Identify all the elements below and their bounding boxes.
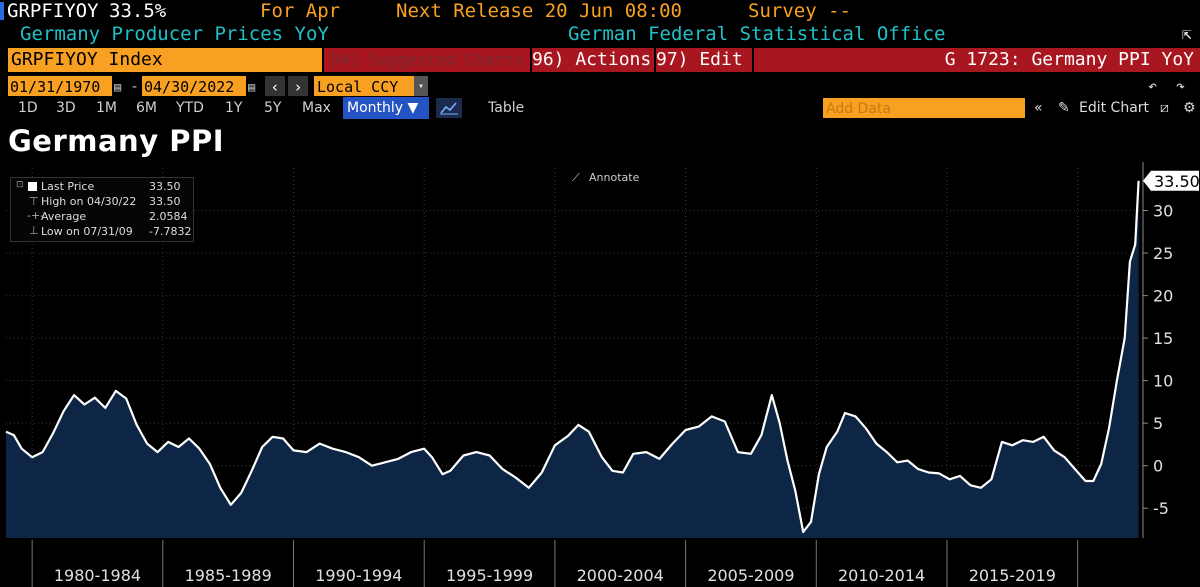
data-source: German Federal Statistical Office <box>568 23 946 45</box>
timeframe-3d[interactable]: 3D <box>56 100 76 116</box>
y-tick-label: 20 <box>1153 287 1173 306</box>
y-tick-label: 5 <box>1153 414 1163 433</box>
x-tick-label: 1985-1989 <box>185 566 272 585</box>
end-date-field[interactable]: 04/30/2022 <box>142 76 246 96</box>
suggested-charts-button[interactable]: 94) Suggested Charts <box>324 48 530 72</box>
start-date-field[interactable]: 01/31/1970 <box>8 76 112 96</box>
survey-label: Survey -- <box>748 0 851 22</box>
security-field[interactable]: GRPFIYOY Index <box>8 48 322 72</box>
popout-icon[interactable]: ⇱ <box>1182 24 1192 43</box>
pencil-icon[interactable]: ✎ <box>1058 100 1070 116</box>
x-tick-label: 1980-1984 <box>54 566 141 585</box>
timeframe-max[interactable]: Max <box>302 100 331 116</box>
y-tick-label: 0 <box>1153 457 1163 476</box>
x-tick-label: 2015-2019 <box>969 566 1056 585</box>
period-label: For Apr <box>260 0 341 22</box>
periodicity-select[interactable]: Monthly ▼ <box>343 97 429 119</box>
legend-value-last: 33.50 <box>149 180 181 193</box>
x-tick-label: 2000-2004 <box>577 566 664 585</box>
x-tick-label: 1995-1999 <box>446 566 533 585</box>
y-tick-label: -5 <box>1153 499 1169 518</box>
next-period-button[interactable]: › <box>288 76 308 96</box>
last-value-tag-text: 33.50 <box>1154 172 1200 191</box>
date-separator: - <box>130 77 140 95</box>
annotate-label: Annotate <box>589 171 640 184</box>
timeframe-1d[interactable]: 1D <box>18 100 38 116</box>
end-calendar-icon[interactable]: ▤ <box>248 80 256 94</box>
last-price-swatch <box>28 182 37 191</box>
timeframe-5y[interactable]: 5Y <box>264 100 282 116</box>
legend-value-average: 2.0584 <box>149 210 188 223</box>
last-value-tag: 33.50 <box>1143 170 1200 191</box>
add-data-input[interactable]: Add Data <box>823 98 1025 118</box>
edit-menu[interactable]: 97) Edit ▾ <box>656 48 765 72</box>
annotate-icon: ⟋ <box>572 171 580 184</box>
x-tick-label: 1990-1994 <box>315 566 402 585</box>
description-row: Germany Producer Prices YoY German Feder… <box>0 22 1200 46</box>
currency-dropdown-icon[interactable]: ▾ <box>414 76 428 96</box>
security-marker <box>0 2 4 20</box>
x-axis: 1980-1984 1985-1989 1990-1994 1995-1999 2000… <box>31 540 1079 587</box>
legend-label-last: Last Price <box>41 180 95 193</box>
legend-label-high: High on 04/30/22 <box>41 195 137 208</box>
currency-select[interactable]: Local CCY <box>314 76 414 96</box>
collapse-icon[interactable]: « <box>1034 100 1043 116</box>
chart-title: Germany PPI <box>8 124 225 158</box>
annotate-button[interactable]: ⟋ Annotate <box>572 171 640 184</box>
last-value: 33.5% <box>109 0 167 22</box>
line-chart-icon[interactable] <box>436 98 462 118</box>
y-tick-label: 25 <box>1153 244 1173 263</box>
legend-handle-icon: ⊡ <box>16 180 24 190</box>
average-marker-icon: -+- <box>27 209 45 222</box>
timeframe-1m[interactable]: 1M <box>96 100 117 116</box>
y-axis: -5 0 5 10 15 20 25 30 <box>1142 162 1173 538</box>
x-tick-label: 2010-2014 <box>838 566 925 585</box>
low-marker-icon: ⊥ <box>29 224 39 237</box>
legend-value-high: 33.50 <box>149 195 181 208</box>
series-line[interactable] <box>5 180 1140 534</box>
line-chart-glyph <box>440 102 458 115</box>
date-row: 01/31/1970 ▤ - 04/30/2022 ▤ ‹ › Local CC… <box>0 75 1200 97</box>
timeframe-1y[interactable]: 1Y <box>225 100 243 116</box>
gear-icon[interactable]: ⚙ <box>1183 100 1196 116</box>
security-description: Germany Producer Prices YoY <box>20 23 329 45</box>
main-toolbar: GRPFIYOY Index 94) Suggested Charts 96) … <box>0 48 1200 72</box>
chart-id-label: G 1723: Germany PPI YoY <box>754 48 1200 72</box>
table-button[interactable]: Table <box>488 100 525 116</box>
x-tick-label: 2005-2009 <box>707 566 794 585</box>
undo-icon[interactable]: ↶ <box>1148 77 1158 95</box>
security-header: GRPFIYOY 33.5% For Apr Next Release 20 J… <box>0 0 1200 22</box>
series-area <box>6 180 1139 539</box>
start-calendar-icon[interactable]: ▤ <box>114 80 122 94</box>
legend-label-low: Low on 07/31/09 <box>41 225 133 238</box>
ppi-chart[interactable]: -5 0 5 10 15 20 25 30 1980-1984 1985-1989 1990-19… <box>0 122 1200 587</box>
legend-box: ⊡ Last Price 33.50 ⊤ High on 04/30/22 33… <box>10 177 194 242</box>
edit-chart-button[interactable]: Edit Chart <box>1079 100 1150 116</box>
legend-value-low: -7.7832 <box>149 225 192 238</box>
high-marker-icon: ⊤ <box>29 195 39 208</box>
legend-label-average: Average <box>41 210 87 223</box>
y-tick-label: 15 <box>1153 329 1173 348</box>
y-tick-label: 10 <box>1153 372 1173 391</box>
timeframe-row: 1D 3D 1M 6M YTD 1Y 5Y Max Monthly ▼ Tabl… <box>0 97 1200 119</box>
next-release: Next Release 20 Jun 08:00 <box>396 0 682 22</box>
last-value-tag-bg <box>1143 170 1199 191</box>
redo-icon[interactable]: ↷ <box>1176 77 1186 95</box>
timeframe-ytd[interactable]: YTD <box>176 100 204 116</box>
y-tick-label: 30 <box>1153 202 1173 221</box>
draw-icon[interactable]: ⧄ <box>1160 100 1169 116</box>
prev-period-button[interactable]: ‹ <box>265 76 285 96</box>
ticker-label: GRPFIYOY <box>7 0 99 22</box>
timeframe-6m[interactable]: 6M <box>136 100 157 116</box>
actions-menu[interactable]: 96) Actions ▾ <box>532 48 673 72</box>
